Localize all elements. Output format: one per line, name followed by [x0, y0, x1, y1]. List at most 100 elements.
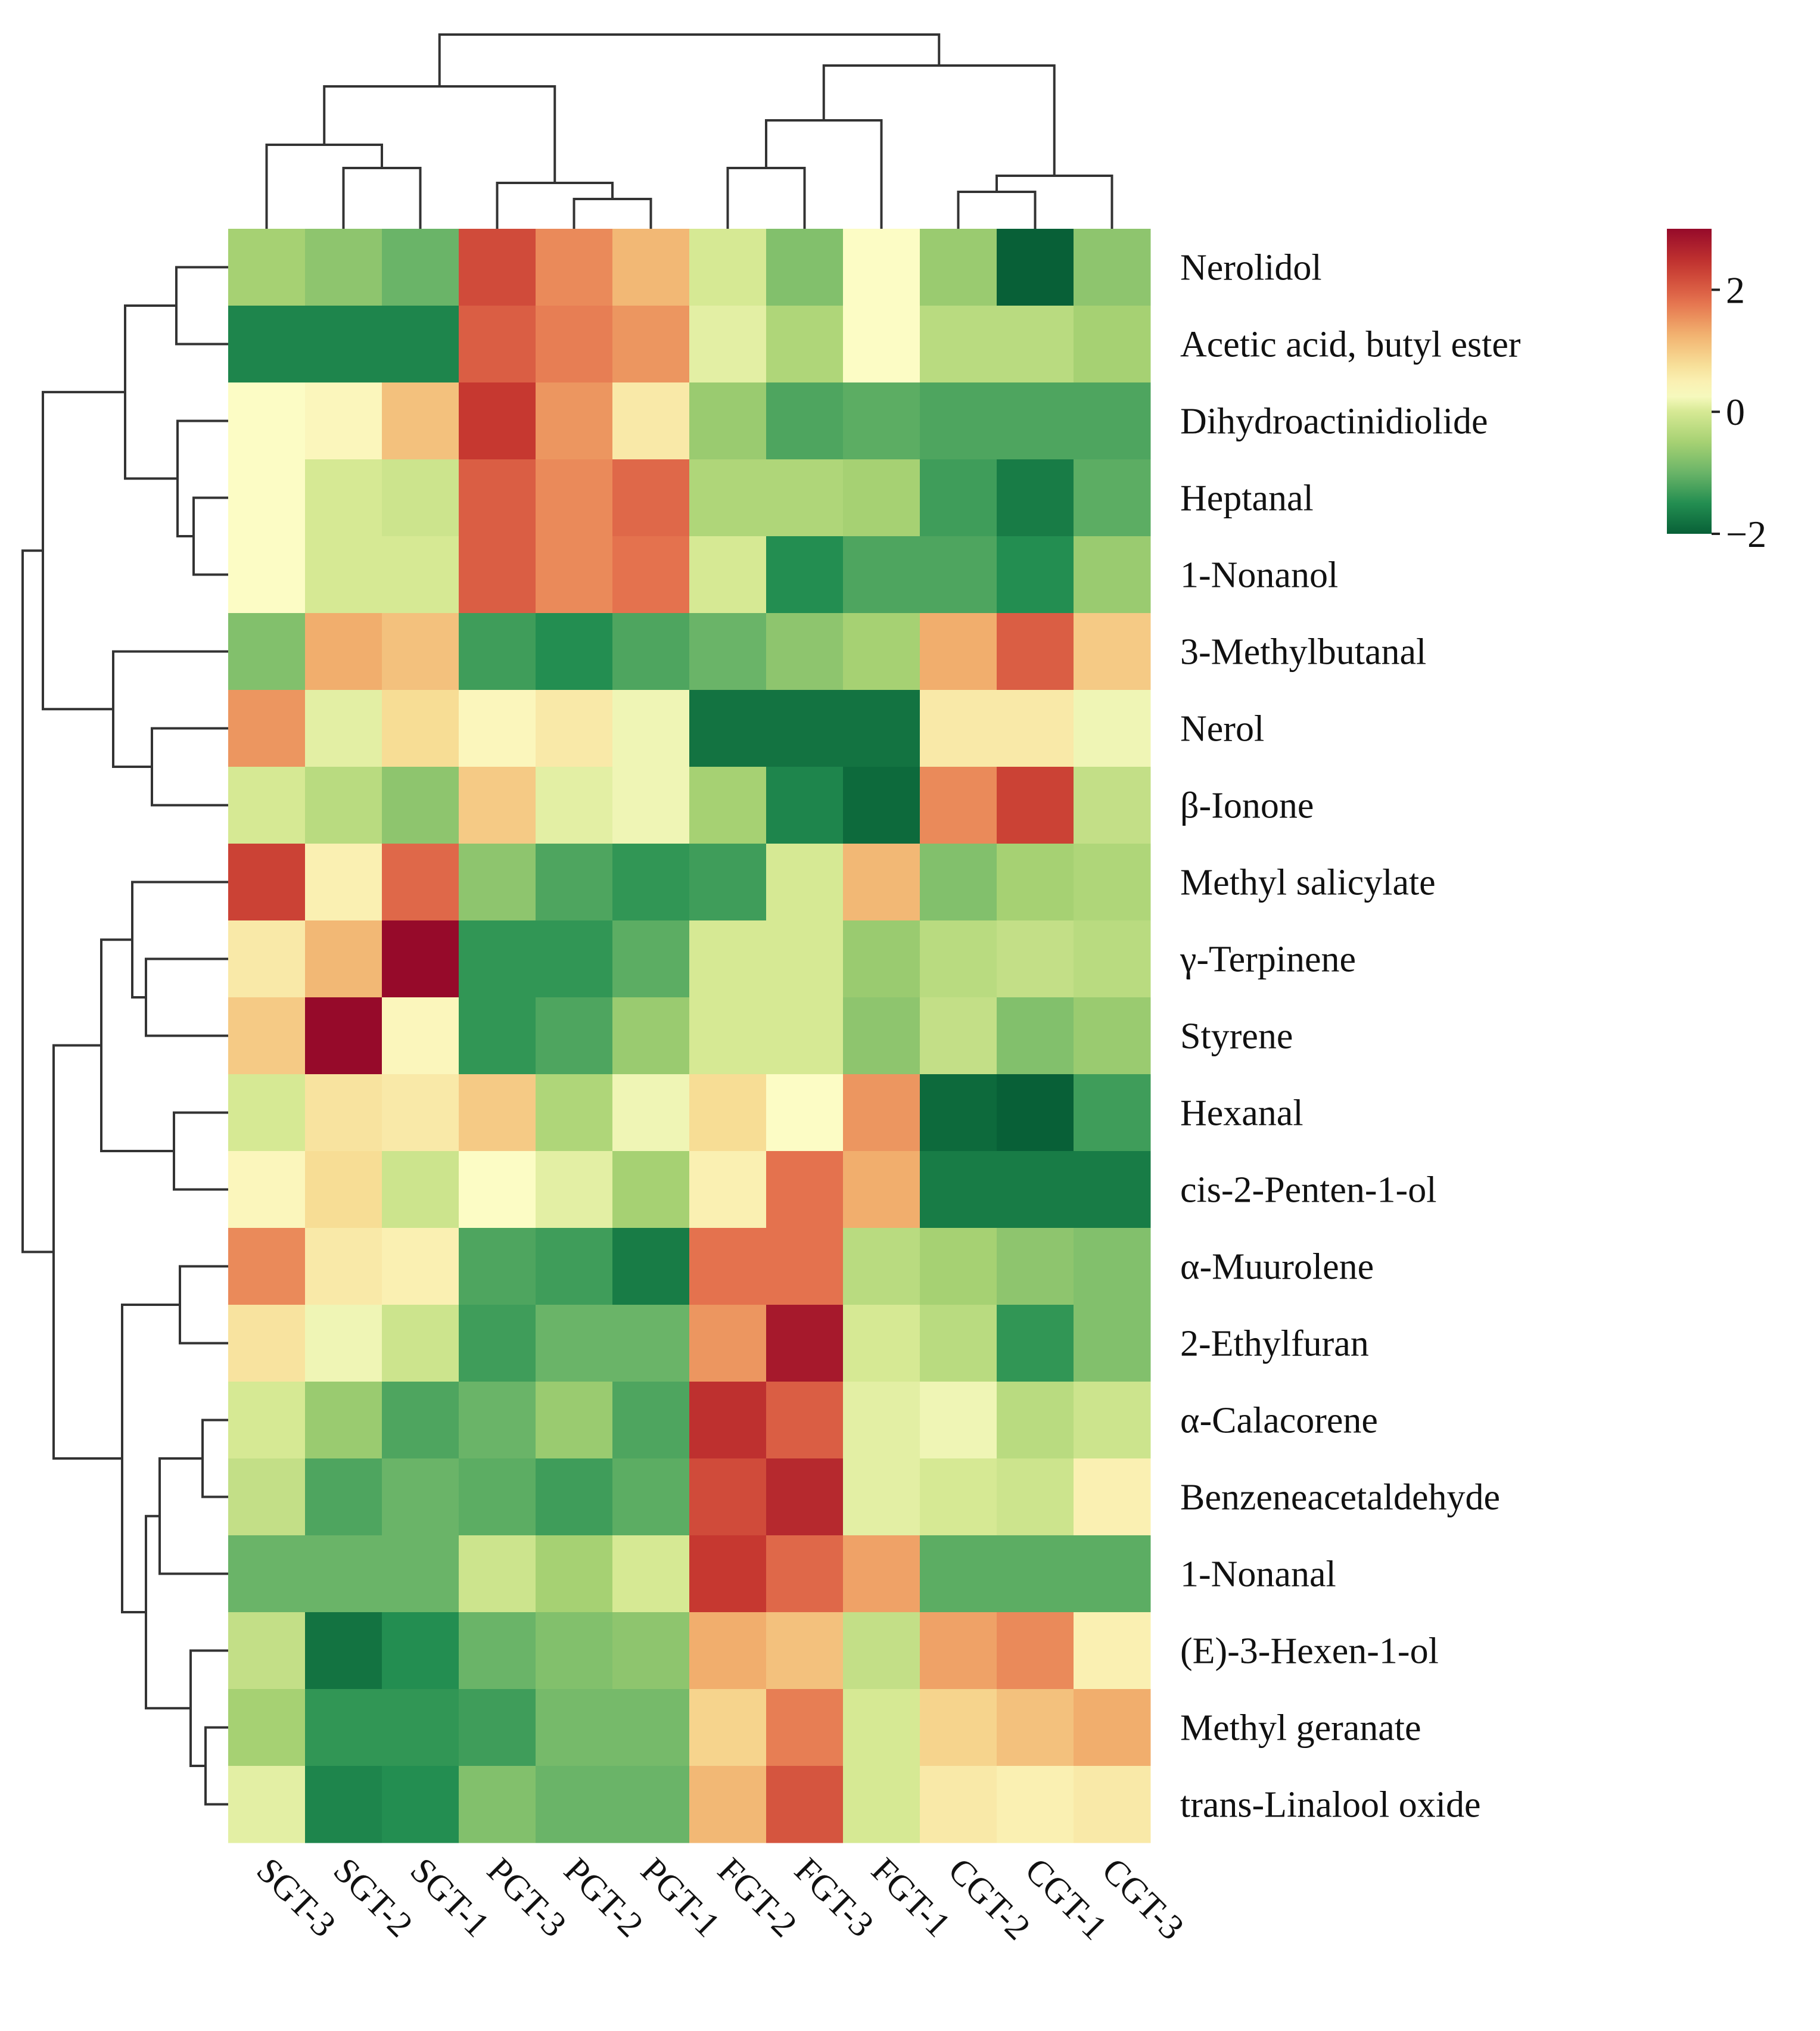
- heatmap-cell: [689, 1382, 767, 1459]
- heatmap-cell: [612, 306, 690, 383]
- heatmap-cell: [305, 1689, 382, 1766]
- heatmap-cell: [459, 1074, 536, 1152]
- heatmap-cell: [843, 1382, 920, 1459]
- heatmap-cell: [459, 459, 536, 537]
- heatmap-cell: [997, 1305, 1074, 1382]
- heatmap-cell: [536, 997, 613, 1075]
- heatmap-cell: [305, 1305, 382, 1382]
- heatmap-cell: [1074, 382, 1151, 460]
- heatmap-cell: [843, 844, 920, 921]
- heatmap-cell: [920, 613, 997, 691]
- heatmap-cell: [766, 1612, 844, 1690]
- heatmap-cell: [459, 1766, 536, 1843]
- heatmap-cell: [305, 1766, 382, 1843]
- heatmap-cell: [382, 1766, 459, 1843]
- row-label-calacorene: α-Calacorene: [1180, 1401, 1378, 1441]
- heatmap-cell: [1074, 1612, 1151, 1690]
- row-label-1-nonanol: 1-Nonanol: [1180, 555, 1338, 596]
- row-dendrogram-branch: [158, 1457, 228, 1575]
- row-label-dihydroactinidiolide: Dihydroactinidiolide: [1180, 402, 1488, 442]
- heatmap-cell: [228, 844, 306, 921]
- heatmap-cell: [382, 1612, 459, 1690]
- row-label-nerolidol: Nerolidol: [1180, 248, 1322, 288]
- column-label-fgt-1: FGT-1: [864, 1850, 958, 1945]
- heatmap-cell: [689, 1074, 767, 1152]
- row-dendrogram-branch: [189, 1649, 228, 1767]
- heatmap-cell: [766, 690, 844, 767]
- heatmap-cell: [843, 1535, 920, 1613]
- heatmap-cell: [305, 844, 382, 921]
- heatmap-cell: [920, 459, 997, 537]
- heatmap-cell: [997, 1689, 1074, 1766]
- column-dendrogram-branch: [957, 191, 1037, 229]
- heatmap-cell: [843, 1766, 920, 1843]
- heatmap-cell: [997, 1612, 1074, 1690]
- heatmap-cell: [305, 767, 382, 844]
- heatmap-cell: [228, 1305, 306, 1382]
- heatmap-cell: [228, 1074, 306, 1152]
- heatmap-cell: [612, 229, 690, 306]
- heatmap-cell: [1074, 1305, 1151, 1382]
- heatmap-cell: [305, 1458, 382, 1536]
- heatmap-cell: [843, 690, 920, 767]
- heatmap-cell: [766, 536, 844, 614]
- heatmap-cell: [997, 1766, 1074, 1843]
- row-dendrogram-branch: [179, 1265, 228, 1345]
- heatmap-cell: [920, 1228, 997, 1305]
- row-dendrogram-branch: [145, 1514, 191, 1710]
- heatmap-cell: [689, 767, 767, 844]
- row-label-1-nonanal: 1-Nonanal: [1180, 1554, 1336, 1595]
- heatmap-cell: [612, 690, 690, 767]
- row-label-methyl-geranate: Methyl geranate: [1180, 1708, 1421, 1749]
- heatmap-cell: [536, 1074, 613, 1152]
- heatmap-cell: [766, 382, 844, 460]
- row-dendrogram: [21, 266, 228, 1806]
- heatmap-cell: [612, 1535, 690, 1613]
- heatmap-cell: [612, 1689, 690, 1766]
- heatmap-cell: [612, 767, 690, 844]
- heatmap-cell: [459, 690, 536, 767]
- row-dendrogram-root: [21, 549, 54, 1254]
- heatmap-cell: [612, 1228, 690, 1305]
- heatmap-cell: [766, 1535, 844, 1613]
- heatmap-cell: [228, 767, 306, 844]
- heatmap-cell: [612, 1766, 690, 1843]
- heatmap-cell: [766, 1151, 844, 1228]
- column-label-pgt-3: PGT-3: [480, 1850, 574, 1945]
- heatmap-cell: [766, 229, 844, 306]
- heatmap-cell: [766, 1382, 844, 1459]
- heatmap-cell: [228, 997, 306, 1075]
- row-label-3-methylbutanal: 3-Methylbutanal: [1180, 632, 1426, 673]
- row-label-nerol: Nerol: [1180, 709, 1264, 749]
- heatmap-cell: [305, 1151, 382, 1228]
- heatmap-cell: [1074, 1689, 1151, 1766]
- heatmap-cell: [228, 1535, 306, 1613]
- heatmap-cell: [305, 1228, 382, 1305]
- heatmap-cell: [382, 1151, 459, 1228]
- heatmap-cell: [689, 1228, 767, 1305]
- column-label-cgt-3: CGT-3: [1094, 1850, 1191, 1948]
- row-dendrogram-branch: [201, 1419, 228, 1498]
- column-dendrogram-branch: [342, 167, 422, 229]
- heatmap-cell: [997, 613, 1074, 691]
- heatmap-cell: [459, 844, 536, 921]
- heatmap-cell: [920, 536, 997, 614]
- heatmap-cell: [1074, 1766, 1151, 1843]
- heatmap-cell: [536, 767, 613, 844]
- row-label-hexanal: Hexanal: [1180, 1093, 1303, 1134]
- heatmap-cell: [997, 1458, 1074, 1536]
- heatmap-cell: [766, 1228, 844, 1305]
- heatmap-cell: [612, 1074, 690, 1152]
- heatmap-cell: [382, 613, 459, 691]
- column-dendrogram-branch: [265, 144, 383, 229]
- heatmap-cell: [382, 229, 459, 306]
- heatmap-cell: [459, 920, 536, 998]
- heatmap-cell: [305, 613, 382, 691]
- heatmap-cell: [536, 844, 613, 921]
- heatmap-cell: [766, 997, 844, 1075]
- heatmap-cell: [689, 613, 767, 691]
- heatmap-cell: [920, 920, 997, 998]
- row-label-muurolene: α-Muurolene: [1180, 1247, 1374, 1287]
- heatmap-cell: [459, 1151, 536, 1228]
- heatmap-cell: [766, 613, 844, 691]
